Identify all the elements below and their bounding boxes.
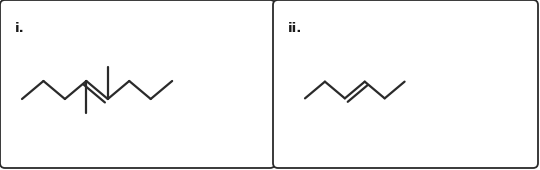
FancyBboxPatch shape (0, 0, 275, 168)
Text: i.: i. (15, 22, 25, 35)
FancyBboxPatch shape (273, 0, 538, 168)
Text: ii.: ii. (288, 22, 302, 35)
